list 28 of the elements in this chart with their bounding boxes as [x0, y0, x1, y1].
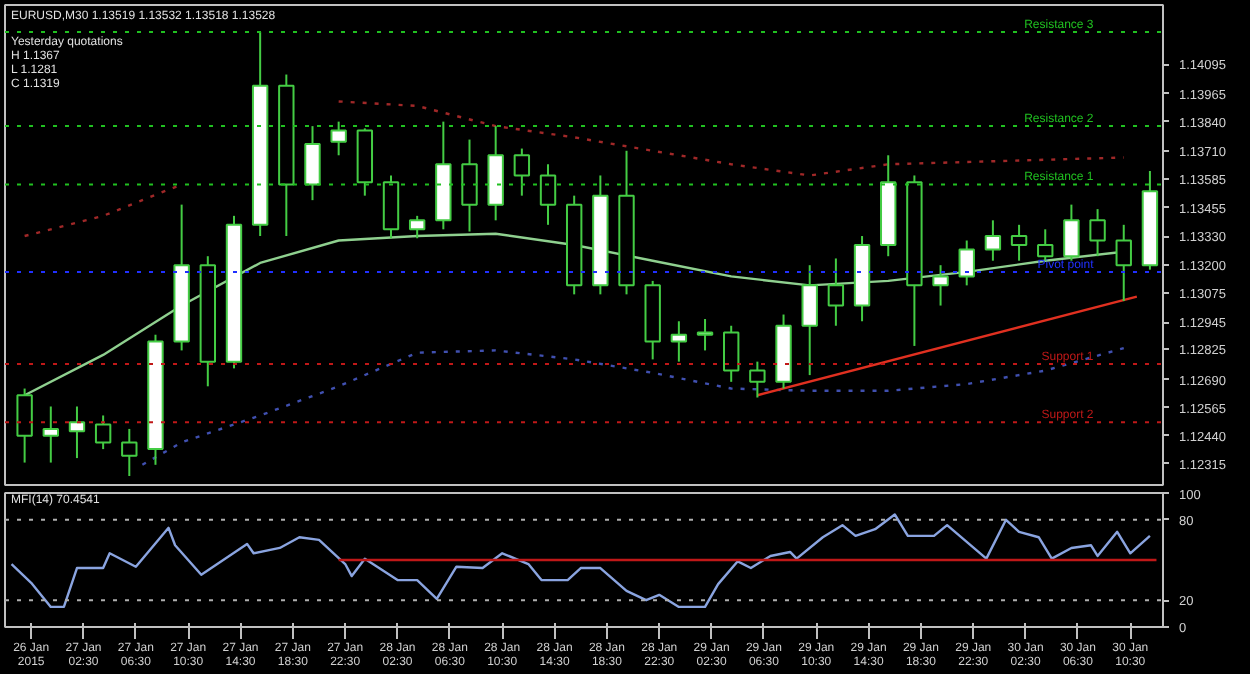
- candlestick: [1089, 208, 1106, 258]
- candlestick: [723, 324, 740, 383]
- candlestick: [539, 163, 557, 226]
- candlestick: [461, 138, 478, 233]
- candlestick: [121, 427, 138, 478]
- candlestick: [984, 219, 1002, 262]
- candlestick: [304, 125, 321, 202]
- candlestick: [749, 360, 766, 399]
- candlestick: [958, 239, 975, 287]
- candlestick: [68, 405, 86, 460]
- candlestick: [1037, 228, 1054, 262]
- candlestick: [330, 120, 347, 157]
- candlestick: [408, 214, 426, 240]
- candlestick: [382, 174, 400, 240]
- candlestick: [827, 257, 845, 327]
- candlestick: [42, 405, 59, 464]
- candlestick: [1010, 223, 1028, 262]
- candlestick: [1063, 203, 1080, 262]
- candlestick: [94, 414, 112, 451]
- candlestick: [801, 264, 818, 377]
- candlestick: [513, 147, 531, 197]
- candlestick: [16, 387, 33, 464]
- line-series: [10, 513, 1152, 609]
- candlestick: [696, 318, 714, 352]
- candlestick: [1115, 223, 1132, 303]
- candlestick: [670, 320, 688, 363]
- candlestick: [932, 264, 949, 307]
- line-series: [141, 346, 1125, 467]
